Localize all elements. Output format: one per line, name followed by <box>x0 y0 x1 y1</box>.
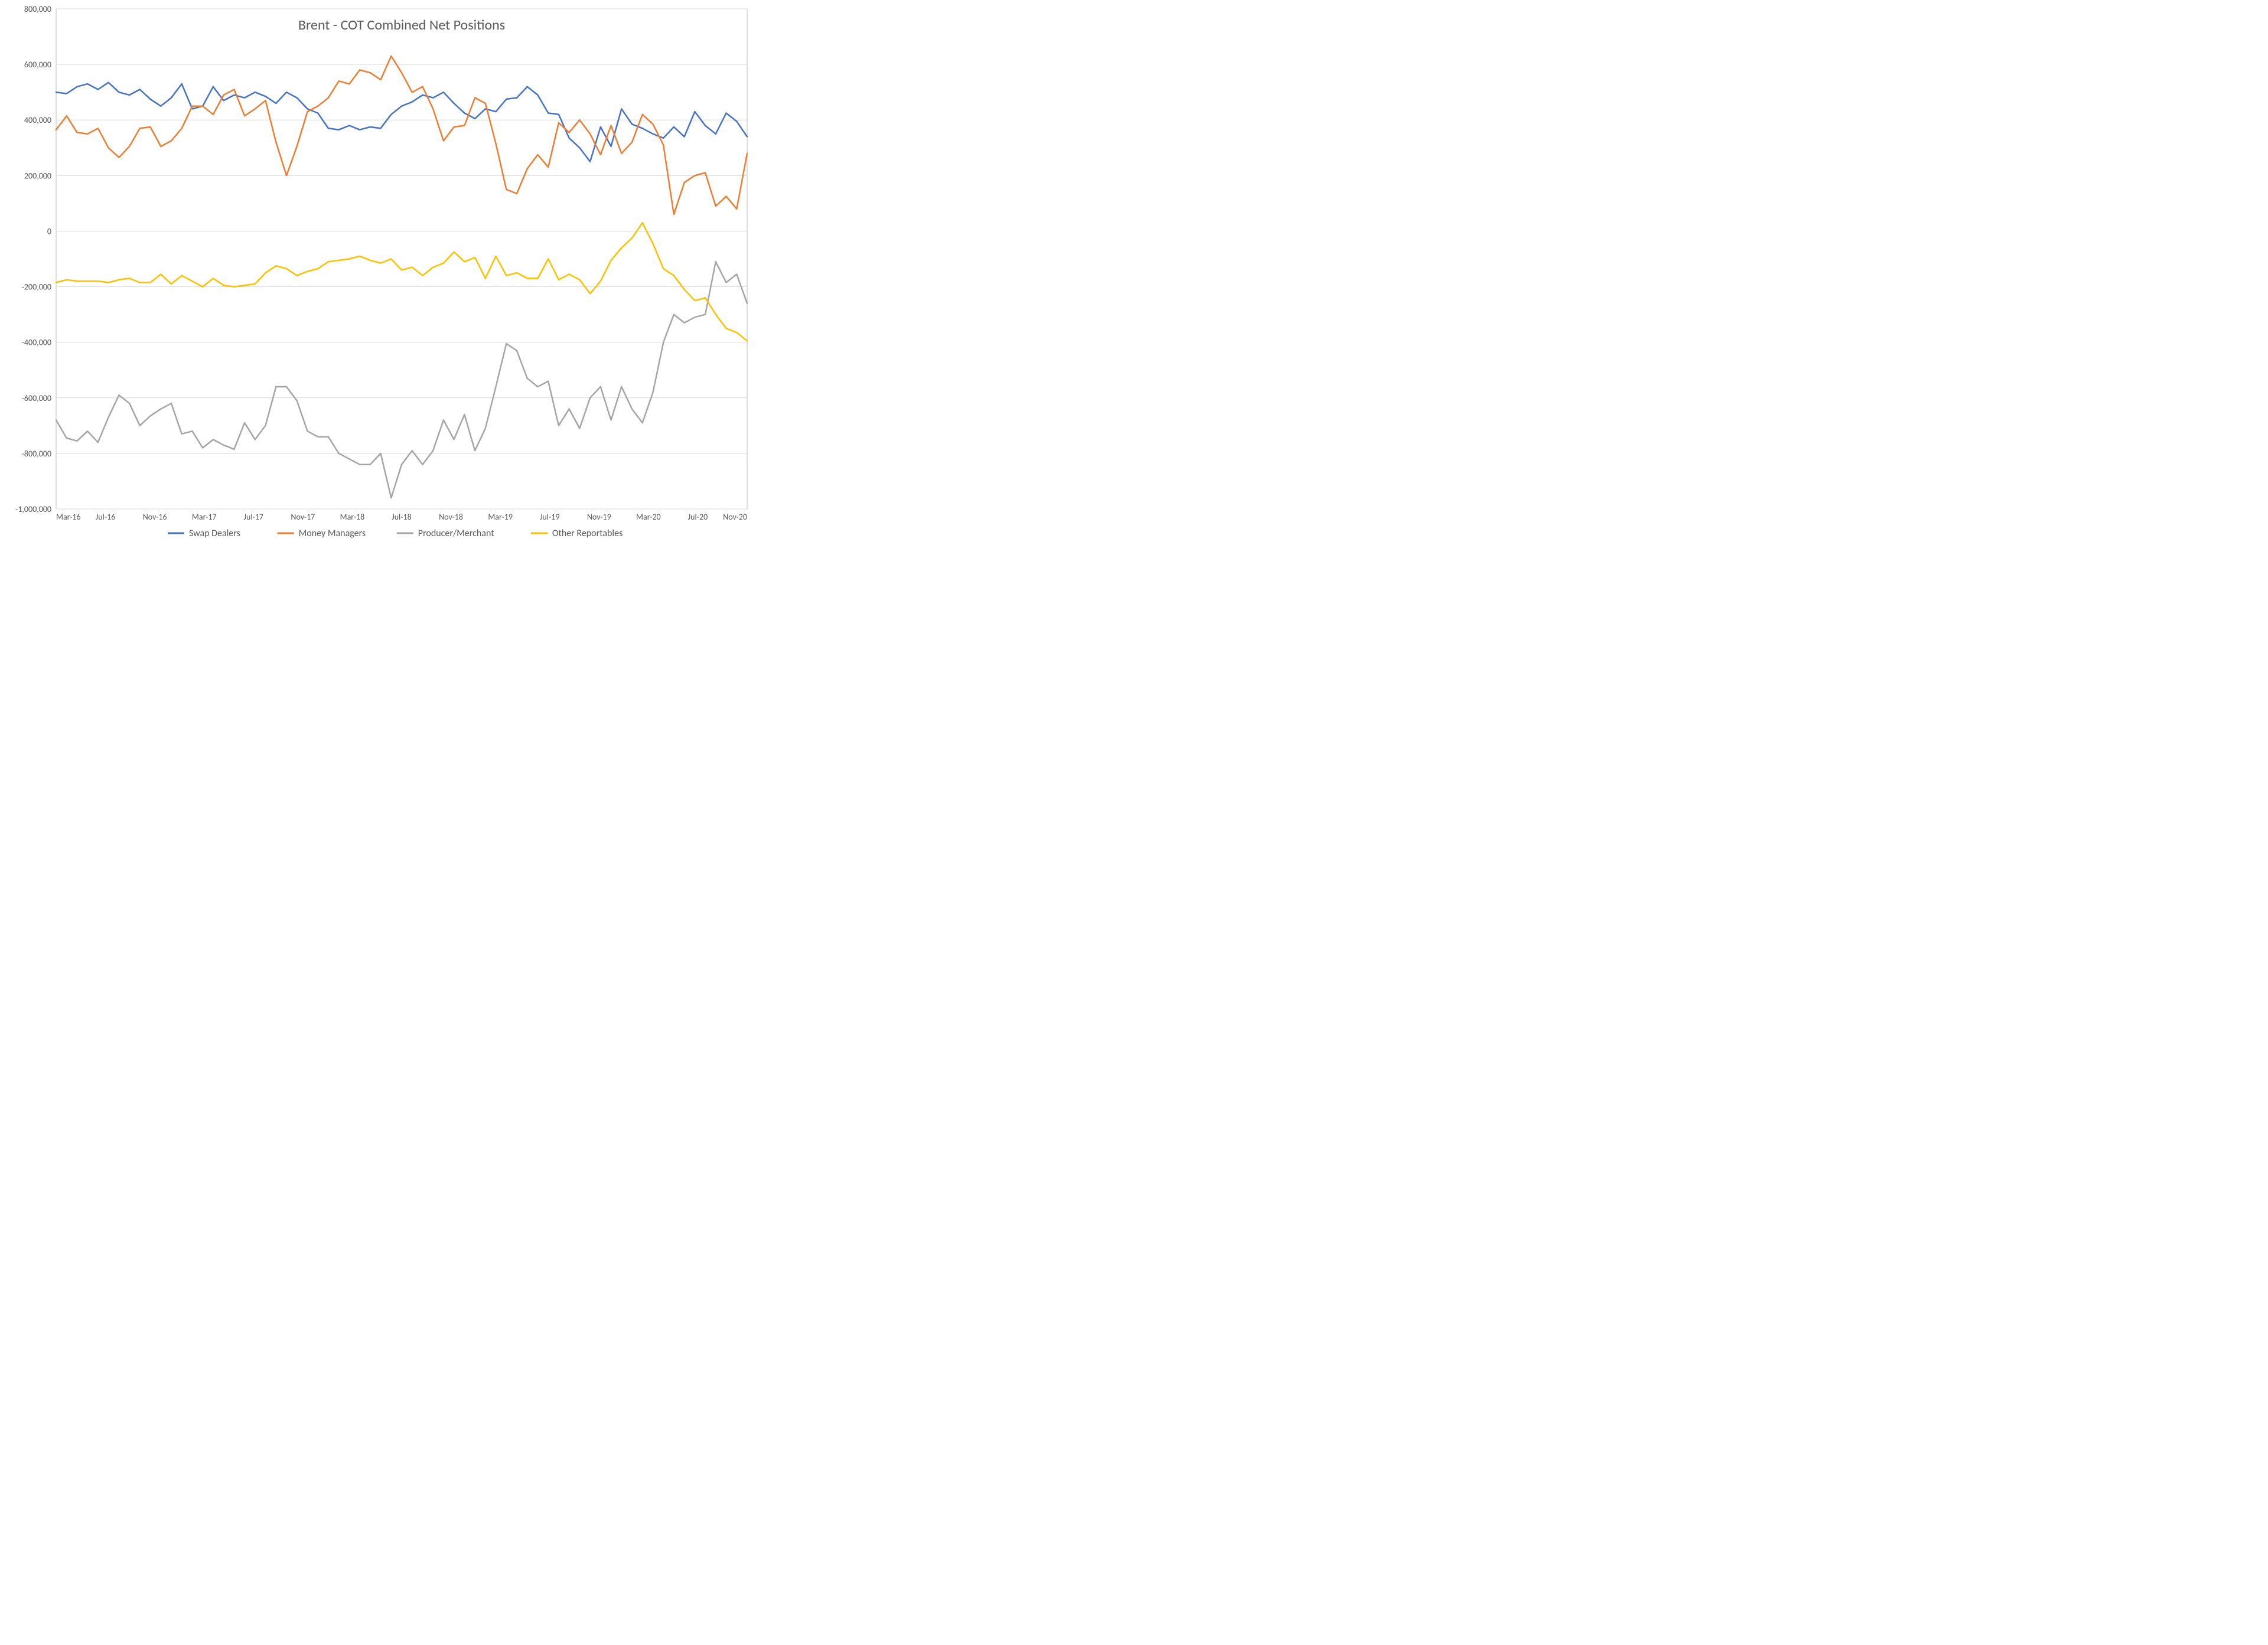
x-tick-label: Mar-18 <box>340 512 365 522</box>
series-line <box>56 83 747 162</box>
x-tick-label: Mar-16 <box>56 512 81 522</box>
x-tick-label: Nov-16 <box>143 512 167 522</box>
y-tick-label: 200,000 <box>24 171 51 181</box>
y-tick-label: -800,000 <box>22 449 51 459</box>
y-tick-label: -600,000 <box>22 393 51 403</box>
chart-container: -1,000,000 -800,000 -600,000 -400,000 -200,0… <box>0 0 756 548</box>
y-tick-label: -200,000 <box>22 282 51 292</box>
x-tick-label: Nov-18 <box>439 512 463 522</box>
legend-label: Producer/Merchant <box>418 528 494 539</box>
y-tick-label: 0 <box>47 226 51 236</box>
x-tick-label: Jul-19 <box>540 512 560 522</box>
y-tick-label: -400,000 <box>22 338 51 348</box>
x-tick-label: Nov-20 <box>723 512 747 522</box>
y-tick-label: 600,000 <box>24 60 51 70</box>
y-tick-label: 400,000 <box>24 115 51 125</box>
x-tick-label: Nov-19 <box>587 512 611 522</box>
legend-label: Swap Dealers <box>189 528 240 539</box>
series-line <box>56 56 747 214</box>
legend-label: Other Reportables <box>552 528 623 539</box>
y-tick-label: 800,000 <box>24 4 51 14</box>
x-tick-label: Jul-17 <box>244 512 264 522</box>
chart-title: Brent - COT Combined Net Positions <box>298 17 505 34</box>
series-line <box>56 262 747 498</box>
x-tick-label: Mar-17 <box>192 512 217 522</box>
x-tick-label: Jul-18 <box>392 512 412 522</box>
x-tick-label: Mar-20 <box>636 512 661 522</box>
line-chart: -1,000,000 -800,000 -600,000 -400,000 -200,0… <box>0 0 756 548</box>
x-tick-label: Jul-20 <box>688 512 708 522</box>
x-tick-label: Jul-16 <box>96 512 116 522</box>
x-tick-label: Mar-19 <box>488 512 513 522</box>
legend-label: Money Managers <box>299 528 366 539</box>
y-tick-label: -1,000,000 <box>15 504 51 514</box>
x-tick-label: Nov-17 <box>291 512 315 522</box>
series-line <box>56 223 747 341</box>
plot-border <box>56 9 747 509</box>
